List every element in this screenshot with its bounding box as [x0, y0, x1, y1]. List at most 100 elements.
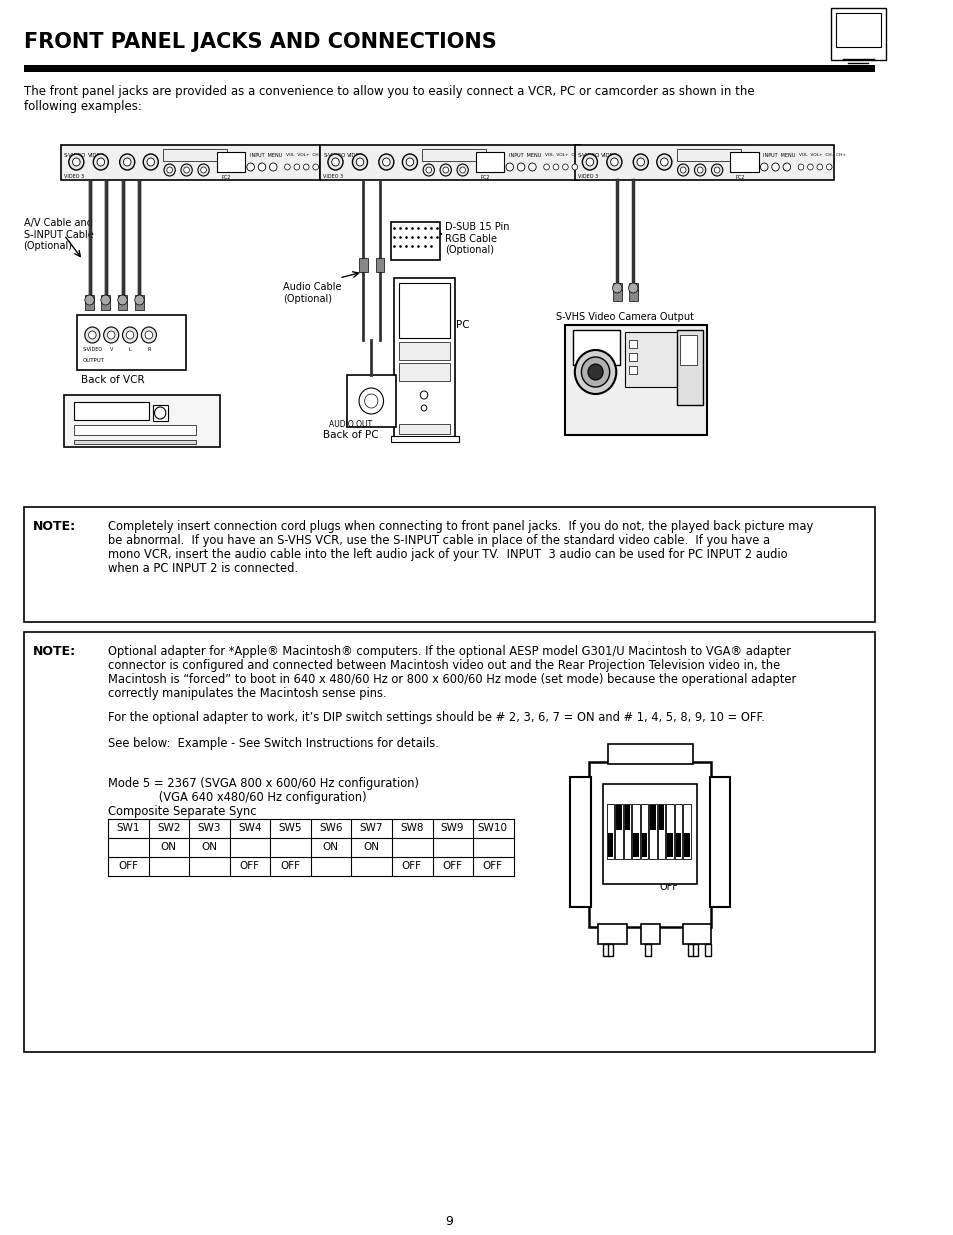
- Text: Composite Separate Sync: Composite Separate Sync: [109, 805, 256, 818]
- Text: A/V Cable and
S-INPUT Cable
(Optional): A/V Cable and S-INPUT Cable (Optional): [24, 219, 93, 251]
- Text: ON: ON: [605, 797, 620, 806]
- Circle shape: [141, 327, 156, 343]
- Circle shape: [303, 164, 309, 170]
- Bar: [676, 149, 740, 161]
- Circle shape: [628, 283, 638, 293]
- Bar: [570, 777, 590, 906]
- Text: SW2: SW2: [156, 823, 180, 832]
- Text: SW8: SW8: [399, 823, 423, 832]
- Bar: [575, 144, 833, 180]
- Text: correctly manipulates the Macintosh sense pins.: correctly manipulates the Macintosh sens…: [109, 687, 387, 700]
- Text: Back of VCR: Back of VCR: [81, 375, 145, 385]
- Circle shape: [97, 158, 105, 165]
- Circle shape: [711, 164, 722, 177]
- Bar: [602, 784, 697, 884]
- Text: S-VIDEO: S-VIDEO: [323, 153, 345, 158]
- Text: VIDEO 3/PC2: VIDEO 3/PC2: [678, 156, 709, 161]
- Bar: [640, 924, 659, 944]
- Bar: [398, 283, 450, 338]
- Text: VIDEO 3: VIDEO 3: [577, 174, 598, 179]
- Circle shape: [816, 164, 821, 170]
- Circle shape: [771, 163, 779, 170]
- Bar: [134, 295, 144, 310]
- Circle shape: [528, 163, 536, 170]
- Bar: [602, 944, 608, 956]
- Circle shape: [677, 164, 688, 177]
- Bar: [665, 804, 673, 860]
- Text: PC2: PC2: [221, 175, 231, 180]
- Bar: [624, 805, 630, 830]
- Text: 1  4 5  8 910: 1 4 5 8 910: [604, 871, 657, 881]
- Circle shape: [606, 154, 621, 170]
- Circle shape: [807, 164, 812, 170]
- Bar: [704, 944, 710, 956]
- Circle shape: [355, 158, 363, 165]
- Circle shape: [633, 154, 648, 170]
- Bar: [830, 7, 884, 61]
- Bar: [588, 762, 711, 927]
- Text: FRONT PANEL JACKS AND CONNECTIONS: FRONT PANEL JACKS AND CONNECTIONS: [24, 32, 496, 52]
- Bar: [607, 944, 613, 956]
- Text: OFF: OFF: [239, 861, 259, 871]
- Circle shape: [181, 164, 193, 177]
- Bar: [358, 258, 367, 272]
- Bar: [391, 436, 458, 442]
- Circle shape: [439, 164, 451, 177]
- Circle shape: [332, 158, 339, 165]
- Circle shape: [269, 163, 276, 170]
- Bar: [666, 832, 672, 857]
- Circle shape: [123, 158, 131, 165]
- Bar: [629, 340, 637, 348]
- Bar: [628, 283, 638, 301]
- Bar: [398, 363, 450, 382]
- Text: For the optional adapter to work, it’s DIP switch settings should be # 2, 3, 6, : For the optional adapter to work, it’s D…: [109, 711, 764, 724]
- Bar: [657, 804, 664, 860]
- Text: VIDEO: VIDEO: [88, 153, 105, 158]
- Text: connector is configured and connected between Macintosh video out and the Rear P: connector is configured and connected be…: [109, 659, 780, 672]
- Circle shape: [543, 164, 549, 170]
- Text: V: V: [110, 347, 112, 352]
- Text: AUDIO IN: AUDIO IN: [425, 151, 448, 156]
- Text: INPUT  MENU: INPUT MENU: [762, 153, 795, 158]
- Circle shape: [656, 154, 671, 170]
- Text: S-VHS Video Camera Output: S-VHS Video Camera Output: [556, 312, 693, 322]
- Bar: [24, 632, 875, 1052]
- Text: OFF: OFF: [482, 861, 502, 871]
- Circle shape: [72, 158, 80, 165]
- Bar: [346, 375, 395, 427]
- Text: The front panel jacks are provided as a convenience to allow you to easily conne: The front panel jacks are provided as a …: [24, 85, 754, 112]
- Bar: [835, 14, 881, 47]
- Bar: [730, 152, 758, 172]
- Circle shape: [825, 164, 831, 170]
- Circle shape: [406, 158, 414, 165]
- Circle shape: [69, 154, 84, 170]
- Circle shape: [154, 408, 166, 419]
- Text: PC2: PC2: [480, 175, 490, 180]
- Circle shape: [143, 154, 158, 170]
- Circle shape: [694, 164, 705, 177]
- Circle shape: [101, 295, 111, 305]
- Circle shape: [612, 283, 621, 293]
- Bar: [624, 332, 700, 387]
- Bar: [598, 924, 626, 944]
- Bar: [633, 832, 639, 857]
- Circle shape: [197, 164, 209, 177]
- Text: VIDEO: VIDEO: [600, 153, 618, 158]
- Circle shape: [184, 167, 190, 173]
- Text: VOL  VOL+  CH-  CH+: VOL VOL+ CH- CH+: [544, 153, 591, 157]
- Bar: [565, 325, 706, 435]
- Text: VIDEO 3: VIDEO 3: [64, 174, 84, 179]
- Bar: [623, 804, 631, 860]
- Circle shape: [679, 167, 685, 173]
- Text: UP: UP: [673, 797, 684, 805]
- Bar: [216, 152, 245, 172]
- Circle shape: [328, 154, 343, 170]
- Text: ON: ON: [160, 842, 176, 852]
- Text: 2 3    6 7: 2 3 6 7: [616, 800, 653, 809]
- Bar: [476, 152, 503, 172]
- Bar: [616, 805, 621, 830]
- Text: OUTPUT: OUTPUT: [83, 358, 105, 363]
- Bar: [683, 832, 689, 857]
- Circle shape: [572, 164, 577, 170]
- Circle shape: [637, 158, 644, 165]
